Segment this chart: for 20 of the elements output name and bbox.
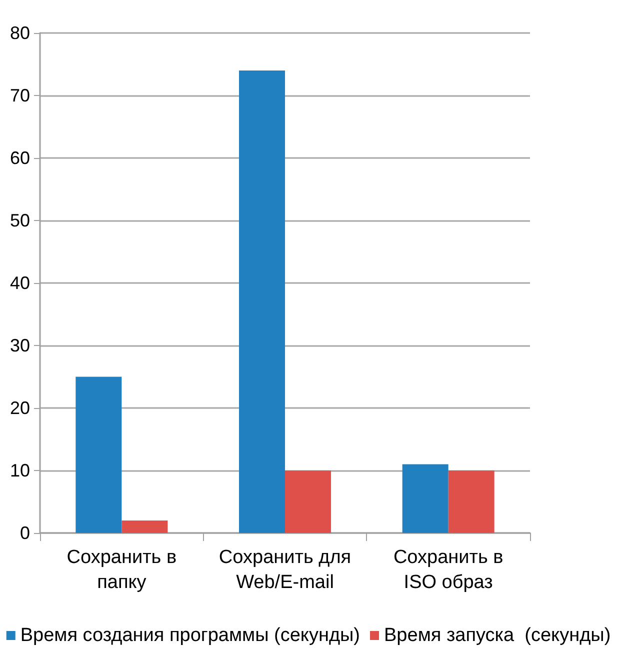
- bar: [122, 520, 168, 533]
- bar: [285, 470, 331, 533]
- legend-label: Время создания программы (секунды): [20, 625, 360, 646]
- y-tick-label: 50: [10, 210, 30, 230]
- bar: [402, 464, 448, 533]
- y-tick-label: 20: [10, 398, 30, 418]
- x-tick-label: Сохранить в ISO образ: [393, 547, 504, 593]
- x-tick-label: Сохранить в папку: [66, 547, 177, 593]
- bar: [448, 470, 494, 533]
- y-tick-label: 80: [10, 23, 30, 43]
- y-tick-label: 10: [10, 460, 30, 480]
- y-tick-label: 60: [10, 148, 30, 168]
- y-tick-label: 0: [20, 523, 30, 543]
- bar: [239, 70, 285, 533]
- legend-label: Время запуска (секунды): [384, 625, 611, 646]
- y-tick-label: 30: [10, 336, 30, 356]
- bar: [76, 376, 122, 533]
- y-tick-label: 70: [10, 86, 30, 106]
- x-tick-label: Сохранить для Web/E-mail: [218, 547, 352, 593]
- y-tick-label: 40: [10, 273, 30, 293]
